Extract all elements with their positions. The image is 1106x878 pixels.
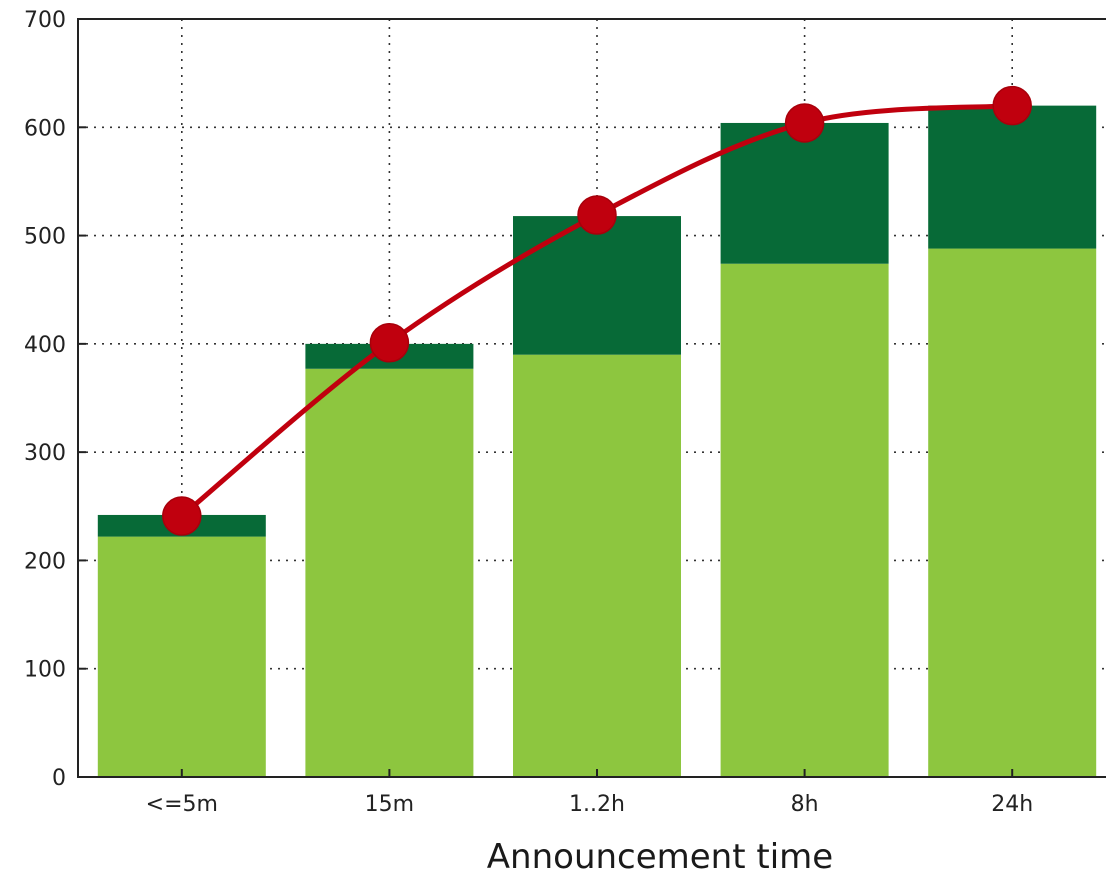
y-tick-label: 400 xyxy=(24,333,66,358)
bar-segment-lower xyxy=(97,536,266,777)
bar-segment-lower xyxy=(305,368,474,777)
tick-labels: 0 100 200 300 400 500 600 700 <=5m 15m 1..2h 8h 24h xyxy=(24,8,1033,817)
y-tick-label: 0 xyxy=(52,766,66,791)
y-tick-label: 500 xyxy=(24,225,66,250)
bar-segment-upper xyxy=(928,105,1097,249)
x-axis-title: Announcement time xyxy=(487,837,833,877)
x-tick-label: 24h xyxy=(991,792,1033,817)
x-tick-label: <=5m xyxy=(146,792,218,817)
y-tick-label: 200 xyxy=(24,549,66,574)
axis-frame xyxy=(77,18,1106,778)
y-tick-label: 600 xyxy=(24,116,66,141)
bars xyxy=(97,105,1097,777)
x-tick-label: 1..2h xyxy=(569,792,625,817)
bar-segment-upper xyxy=(513,216,681,355)
bar-segment-lower xyxy=(720,263,889,777)
x-tick-label: 8h xyxy=(791,792,819,817)
line-point xyxy=(784,103,825,143)
line-point xyxy=(992,85,1032,126)
y-tick-label: 100 xyxy=(24,658,66,683)
y-tick-label: 300 xyxy=(24,441,66,466)
cumulative-line xyxy=(162,85,1032,536)
line-point xyxy=(577,195,617,235)
bar-segment-lower xyxy=(928,248,1097,777)
line-point xyxy=(162,496,202,536)
y-tick-label: 700 xyxy=(24,8,66,33)
bar-segment-upper xyxy=(720,122,889,264)
axes xyxy=(77,18,1106,778)
x-tick-label: 15m xyxy=(365,792,414,817)
bar-segment-lower xyxy=(513,354,681,777)
line-point xyxy=(369,323,410,363)
